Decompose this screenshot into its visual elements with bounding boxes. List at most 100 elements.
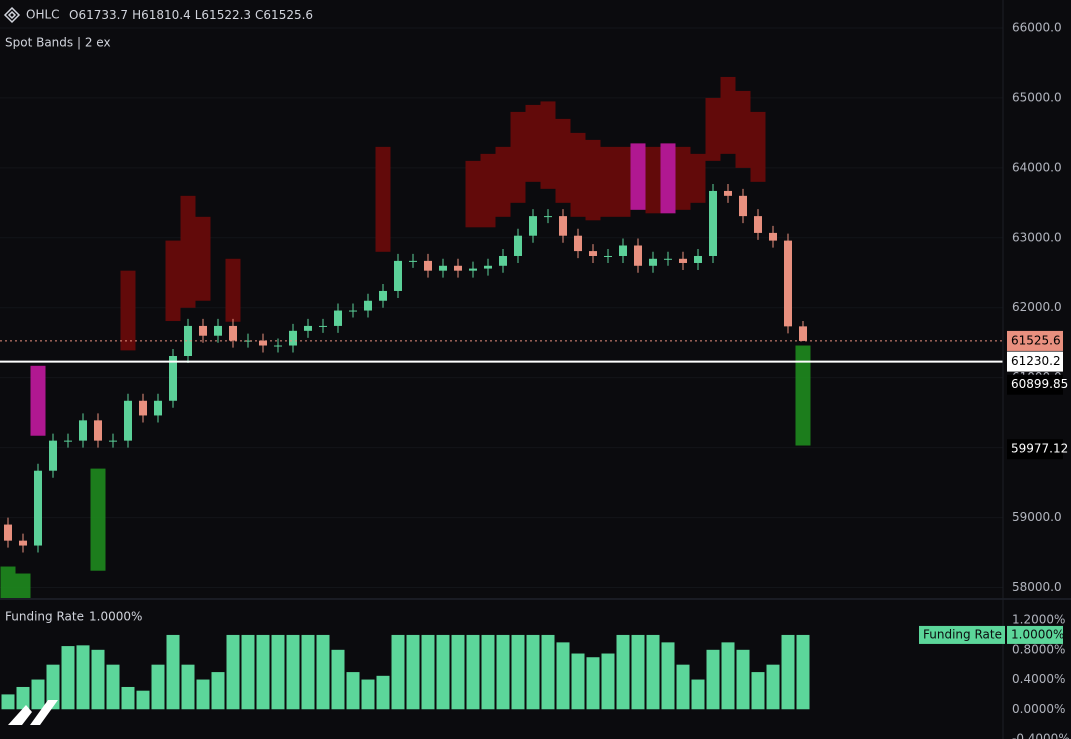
band xyxy=(690,153,706,203)
funding-bar xyxy=(31,679,45,710)
price-label-box xyxy=(1007,330,1063,351)
funding-bar xyxy=(316,634,330,710)
funding-bar xyxy=(286,634,300,710)
candle-body xyxy=(424,260,432,271)
funding-bar xyxy=(151,664,165,710)
funding-bar xyxy=(76,645,90,710)
ohlc-value: H61810.4 xyxy=(132,8,191,22)
ohlc-label: OHLC xyxy=(26,8,60,22)
candle-body xyxy=(184,325,192,357)
badge-name-box xyxy=(919,625,1005,644)
funding-bar xyxy=(721,642,735,710)
candle-body xyxy=(574,235,582,252)
funding-bar xyxy=(676,664,690,710)
candle-body xyxy=(64,440,72,442)
candle-body xyxy=(724,190,732,196)
badge-value: 1.0000% xyxy=(1011,627,1064,641)
funding-bar xyxy=(586,657,600,710)
y-tick-label: 0.8000% xyxy=(1012,642,1065,656)
candle-body xyxy=(334,310,342,326)
funding-bar xyxy=(451,634,465,710)
funding-bar xyxy=(541,634,555,710)
funding-bar xyxy=(571,653,585,710)
candle-body xyxy=(784,240,792,327)
candle-body xyxy=(19,540,27,546)
pane-title-value: 1.0000% xyxy=(89,610,142,624)
candle-body xyxy=(289,330,297,346)
ohlc-values: O61733.7 H61810.4 L61522.3 C61525.6 xyxy=(69,8,313,22)
price-label: 61525.6 xyxy=(1011,333,1061,347)
funding-bar xyxy=(106,664,120,710)
y-tick-label: 0.4000% xyxy=(1012,672,1065,686)
candle-body xyxy=(304,325,312,331)
candle-body xyxy=(754,216,762,233)
band xyxy=(120,270,136,351)
candle-body xyxy=(499,255,507,266)
band xyxy=(375,146,391,252)
candle-body xyxy=(244,340,252,342)
funding-bar xyxy=(196,679,210,710)
band xyxy=(585,139,601,221)
candle-body xyxy=(679,258,687,263)
candle-body xyxy=(439,265,447,271)
band xyxy=(15,573,31,598)
funding-bar xyxy=(616,634,630,710)
candle-body xyxy=(409,260,417,262)
ohlc-value: L61522.3 xyxy=(195,8,251,22)
candle-body xyxy=(349,310,357,312)
price-label: 60899.85 xyxy=(1011,377,1068,391)
candle-body xyxy=(769,232,777,241)
grid xyxy=(0,27,1003,589)
candle-body xyxy=(544,216,552,218)
funding-bar xyxy=(436,634,450,710)
band xyxy=(705,97,721,161)
funding-bar xyxy=(781,634,795,710)
candle-body xyxy=(634,245,642,266)
band xyxy=(570,132,586,217)
price-label-box xyxy=(1007,439,1063,460)
candle-body xyxy=(139,400,147,416)
funding-bar xyxy=(241,634,255,710)
candle-body xyxy=(589,251,597,256)
funding-bar xyxy=(751,672,765,710)
candle-body xyxy=(229,325,237,341)
y-tick-label: 64000.0 xyxy=(1012,160,1062,174)
funding-bar xyxy=(376,675,390,710)
funding-bar xyxy=(226,634,240,710)
candle-body xyxy=(619,245,627,256)
candle-body xyxy=(454,265,462,271)
band xyxy=(660,143,676,214)
band xyxy=(795,345,811,446)
funding-bar xyxy=(736,649,750,710)
ohlc-value: O61733.7 xyxy=(69,8,128,22)
band xyxy=(720,76,736,154)
band xyxy=(195,216,211,301)
funding-bar xyxy=(406,634,420,710)
funding-bar xyxy=(481,634,495,710)
candle-body xyxy=(469,268,477,271)
candle-body xyxy=(664,258,672,260)
funding-bar xyxy=(646,634,660,710)
band xyxy=(630,143,646,210)
candle-body xyxy=(319,325,327,327)
funding-bar xyxy=(466,634,480,710)
tradingview-logo xyxy=(8,700,58,725)
candle-body xyxy=(214,325,222,336)
badge-value-box xyxy=(1007,625,1063,644)
band xyxy=(675,146,691,210)
funding-bar xyxy=(391,634,405,710)
badge-name: Funding Rate xyxy=(923,627,1002,641)
candle-body xyxy=(514,235,522,256)
funding-bar xyxy=(796,634,810,710)
candle-body xyxy=(109,440,117,442)
candle-body xyxy=(34,470,42,546)
funding-bar xyxy=(331,649,345,710)
band xyxy=(735,90,751,168)
funding-bar xyxy=(46,664,60,710)
funding-bar xyxy=(631,634,645,710)
funding-bar xyxy=(121,686,135,710)
band xyxy=(525,104,541,182)
y-tick-label: 58000.0 xyxy=(1012,580,1062,594)
funding-bar xyxy=(16,686,30,710)
